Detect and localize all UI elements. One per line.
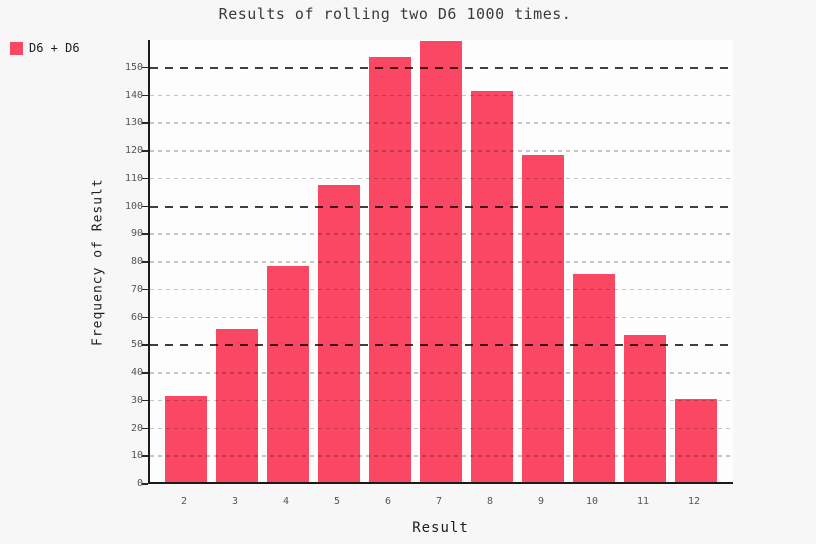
gridline-120: [150, 150, 733, 152]
y-tick-label-150: 150: [124, 61, 143, 73]
y-tick-marks: [141, 40, 148, 485]
y-tick-mark-130: [142, 122, 148, 124]
x-tick-label-10: 10: [585, 496, 599, 507]
legend-label: D6 + D6: [29, 41, 80, 55]
y-tick-mark-140: [142, 94, 148, 96]
plot-area: [148, 40, 733, 484]
legend: D6 + D6: [10, 41, 80, 55]
gridline-90: [150, 233, 733, 235]
y-tick-labels: 0 10 20 30 40 50 60 70 80 90 100 110 120 130 140 150: [0, 40, 143, 489]
gridline-50: [150, 344, 733, 347]
bar-2: [165, 395, 207, 482]
y-tick-label-110: 110: [124, 172, 143, 184]
bar-9: [522, 154, 564, 482]
y-tick-mark-40: [142, 372, 148, 374]
x-tick-label-2: 2: [180, 496, 188, 507]
y-tick-label-80: 80: [130, 256, 143, 267]
gridline-100: [150, 205, 733, 208]
gridline-80: [150, 261, 733, 263]
y-tick-mark-20: [142, 427, 148, 429]
y-tick-mark-0: [142, 483, 148, 485]
legend-swatch-icon: [10, 41, 23, 55]
y-tick-label-0: 0: [136, 478, 143, 489]
y-tick-mark-110: [142, 177, 148, 180]
bar-4: [267, 265, 309, 482]
y-tick-label-50: 50: [130, 339, 143, 351]
x-tick-label-6: 6: [384, 496, 392, 507]
gridline-130: [150, 122, 733, 124]
x-tick-label-9: 9: [537, 496, 545, 507]
y-tick-mark-50: [142, 344, 148, 346]
gridline-150: [150, 66, 733, 69]
gridline-140: [150, 94, 733, 96]
chart-title: Results of rolling two D6 1000 times.: [218, 5, 572, 23]
y-tick-label-130: 130: [124, 117, 143, 129]
y-tick-label-90: 90: [130, 228, 143, 240]
x-tick-label-3: 3: [231, 496, 239, 507]
y-tick-label-10: 10: [130, 450, 143, 462]
y-tick-mark-70: [142, 288, 148, 291]
gridline-110: [150, 177, 733, 180]
gridline-60: [150, 316, 733, 318]
x-tick-label-12: 12: [687, 496, 701, 507]
gridline-40: [150, 372, 733, 374]
gridline-30: [150, 399, 733, 402]
bar-10: [573, 273, 615, 482]
y-tick-label-70: 70: [130, 283, 143, 295]
y-tick-mark-100: [142, 205, 148, 207]
y-tick-label-100: 100: [124, 200, 143, 212]
bar-8: [471, 90, 513, 482]
y-tick-mark-60: [142, 316, 148, 318]
y-tick-mark-80: [142, 261, 148, 263]
x-tick-label-7: 7: [435, 496, 443, 507]
gridline-20: [150, 427, 733, 429]
bar-12: [675, 398, 717, 482]
y-tick-mark-120: [142, 150, 148, 152]
x-tick-label-11: 11: [636, 496, 650, 507]
y-tick-label-20: 20: [130, 422, 143, 434]
y-tick-label-120: 120: [124, 145, 143, 156]
y-tick-mark-150: [142, 66, 148, 69]
x-tick-label-4: 4: [282, 496, 290, 507]
bar-3: [216, 329, 258, 482]
y-tick-mark-90: [142, 233, 148, 235]
y-tick-label-140: 140: [124, 89, 143, 101]
y-tick-mark-30: [142, 399, 148, 402]
bar-11: [624, 334, 666, 482]
x-tick-labels: 2 3 4 5 6 7 8 9 10 11 12: [148, 496, 733, 510]
y-tick-label-60: 60: [130, 311, 143, 323]
y-tick-label-30: 30: [130, 394, 143, 406]
x-tick-label-8: 8: [486, 496, 494, 507]
x-tick-label-5: 5: [333, 496, 341, 507]
bar-6: [369, 57, 411, 482]
bar-5: [318, 185, 360, 482]
gridline-70: [150, 288, 733, 291]
gridline-10: [150, 455, 733, 457]
y-tick-mark-10: [142, 455, 148, 457]
y-tick-label-40: 40: [130, 367, 143, 378]
x-axis-title: Result: [412, 520, 469, 536]
